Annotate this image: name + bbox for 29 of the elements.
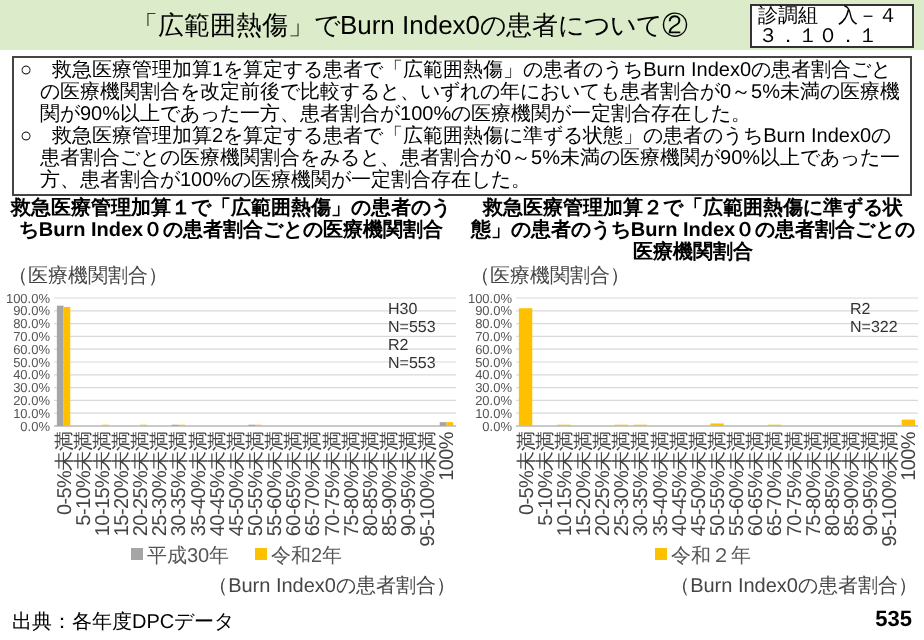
annotation: H30 (388, 300, 419, 318)
y-axis-title: （医療機関割合） (8, 266, 168, 288)
chart-title: 救急医療管理加算２で「広範囲熱傷に準ずる状態」の患者のうちBurn Index０の患者割合ごとの医療機関割合 (468, 198, 918, 264)
x-axis-title: （Burn Index0の患者割合） (670, 574, 918, 598)
text: 「広範囲熱傷」でBurn Index0の患者について② (129, 8, 691, 42)
text: ○ 救急医療管理加算2を算定する患者で「広範囲熱傷に準ずる状態」の患者のうちBurn Index0の患者割合ごとの医療機関割合をみると、患者割合が0～5%未満の医療機関が90%以上であった一方、患者割合が100%の医療機関が一定割合存在した。 (20, 126, 903, 192)
annotation: R2 (388, 336, 410, 354)
x-tick-label: 95-100%未満 (416, 431, 441, 547)
x-tick-label: 100% (437, 431, 460, 481)
text: 535 (875, 608, 912, 634)
x-axis-title: （Burn Index0の患者割合） (208, 574, 456, 598)
legend-label: 令和2年 (271, 544, 343, 568)
source-note: 出典：各年度DPCデータ (12, 612, 235, 636)
y-axis-title: （医療機関割合） (470, 266, 630, 288)
text: ○ 救急医療管理加算1を算定する患者で「広範囲熱傷」の患者のうちBurn Index0の患者割合ごとの医療機関割合を改定前後で比較すると、いずれの年においても患者割合が0～5%未満の医療機関が90%以上であった一方、患者割合が100%の医療機関が一定割合存在した。 (20, 60, 903, 126)
annotation: N=553 (388, 318, 437, 336)
bar (56, 305, 64, 426)
text: 診調組 入－４ (758, 6, 898, 28)
text: ３．１０．１ (758, 26, 878, 48)
x-tick-label: 100% (899, 431, 922, 481)
bar (901, 419, 916, 426)
annotation: N=553 (388, 354, 437, 372)
legend-label: 令和２年 (671, 544, 751, 568)
annotation: R2 (850, 300, 872, 318)
annotation: N=322 (850, 318, 899, 336)
chart-title: 救急医療管理加算１で「広範囲熱傷」の患者のうちBurn Index０の患者割合ごとの医療機関割合 (8, 198, 453, 242)
x-tick-label: 95-100%未満 (878, 431, 903, 547)
legend-label: 平成30年 (147, 544, 230, 568)
bar (518, 308, 533, 426)
